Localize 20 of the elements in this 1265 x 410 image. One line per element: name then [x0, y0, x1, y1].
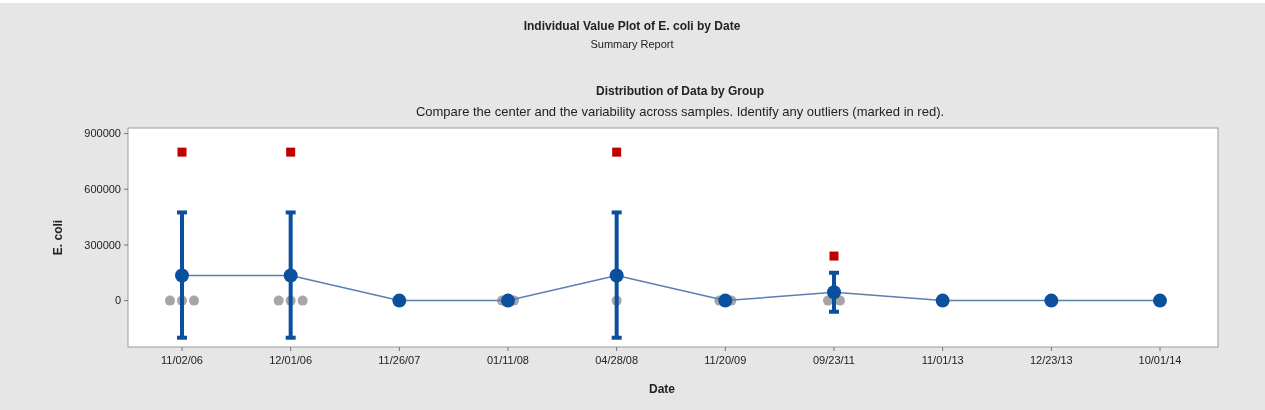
y-tick-label: 0	[114, 294, 121, 307]
chart-title: Individual Value Plot of E. coli by Date	[523, 19, 741, 33]
x-tick-label: 04/28/08	[595, 354, 639, 366]
chart-subtitle: Summary Report	[590, 38, 674, 50]
x-tick-label: 11/26/07	[378, 354, 421, 366]
x-tick-label: 01/11/08	[486, 354, 530, 366]
y-tick-label: 600000	[84, 183, 121, 196]
x-tick-label: 10/01/14	[1138, 354, 1182, 366]
x-tick-label: 11/01/13	[921, 354, 964, 366]
x-tick-label: 12/23/13	[1029, 354, 1073, 366]
y-tick-label: 900000	[84, 127, 121, 140]
x-axis-title: Date	[648, 382, 676, 396]
x-tick-label: 12/01/06	[269, 354, 313, 366]
text: Compare the center and the variability across samples. Identify any outliers (marked in red).	[415, 104, 945, 119]
x-tick-label: 09/23/11	[812, 354, 856, 366]
x-tick-label: 11/02/06	[160, 354, 204, 366]
y-tick-label: 300000	[84, 238, 121, 251]
x-tick-label: 11/20/09	[704, 354, 747, 366]
text: Distribution of Data by Group	[596, 84, 764, 98]
y-axis-title: E. coli	[51, 219, 65, 256]
